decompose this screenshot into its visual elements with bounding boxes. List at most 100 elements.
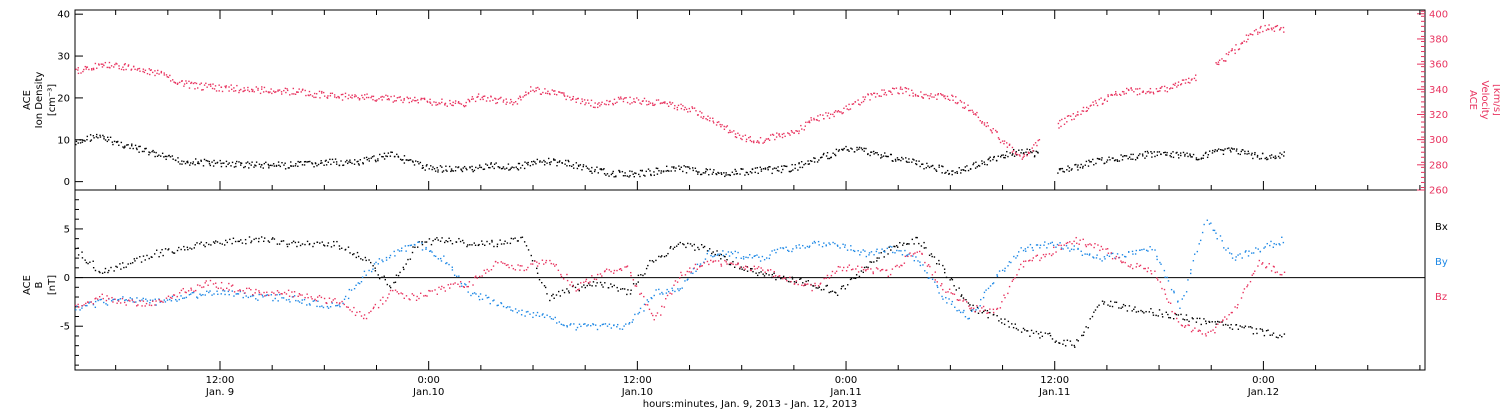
top-series-point xyxy=(709,117,711,119)
top-series-point xyxy=(469,166,471,168)
bottom-series-point xyxy=(428,250,431,253)
bottom-series-point xyxy=(1121,306,1124,308)
top-series-point xyxy=(197,162,199,165)
bottom-series-point xyxy=(817,240,820,243)
top-series-point xyxy=(108,139,110,141)
top-series-point xyxy=(213,159,215,162)
bottom-series-point xyxy=(910,255,912,257)
top-series-point xyxy=(115,62,117,65)
bottom-series-point xyxy=(865,266,868,268)
bottom-series-point xyxy=(142,255,145,257)
top-series-point xyxy=(374,99,376,102)
x-tick-sublabel: Jan.10 xyxy=(412,387,444,398)
bottom-series-point xyxy=(1196,317,1198,320)
top-series-point xyxy=(560,92,562,94)
bottom-series-point xyxy=(272,299,274,302)
bottom-series-point xyxy=(153,253,156,255)
bottom-series-point xyxy=(599,273,602,275)
bottom-series-point xyxy=(896,264,898,267)
bottom-series-point xyxy=(1274,271,1277,274)
bottom-series-point xyxy=(632,319,634,321)
bottom-series-point xyxy=(151,256,153,259)
bottom-series-point xyxy=(608,323,611,325)
top-series-point xyxy=(912,95,914,97)
bottom-series-point xyxy=(217,293,219,295)
bottom-series-point xyxy=(691,245,693,247)
top-series-point xyxy=(989,129,992,131)
bottom-series-point xyxy=(886,247,889,250)
bottom-series-point xyxy=(595,278,598,281)
top-series-point xyxy=(938,164,940,166)
top-series-point xyxy=(1071,168,1073,170)
bottom-series-point xyxy=(1052,244,1055,247)
bottom-series-point xyxy=(113,298,115,300)
bottom-series-point xyxy=(941,283,943,285)
bottom-series-point xyxy=(696,268,699,270)
top-series-point xyxy=(334,158,337,160)
top-series-point xyxy=(599,105,601,107)
top-series-point xyxy=(915,160,918,162)
bottom-series-point xyxy=(98,270,100,273)
bottom-series-point xyxy=(617,323,619,326)
bottom-series-point xyxy=(505,306,508,309)
top-series-point xyxy=(1116,94,1118,96)
bottom-series-point xyxy=(929,265,931,268)
bottom-series-point xyxy=(594,324,597,326)
top-series-point xyxy=(629,170,631,172)
top-series-point xyxy=(176,83,179,85)
top-series-point xyxy=(784,135,786,138)
top-series-point xyxy=(280,91,283,93)
top-series-point xyxy=(169,80,172,82)
density-tick-label: 30 xyxy=(57,52,70,63)
top-series-point xyxy=(233,90,235,92)
top-series-point xyxy=(359,97,361,100)
top-series-point xyxy=(509,168,511,171)
bottom-series-point xyxy=(136,305,138,307)
bottom-series-point xyxy=(791,276,793,279)
bottom-series-point xyxy=(194,244,196,246)
bottom-series-point xyxy=(712,251,714,253)
top-series-point xyxy=(1014,153,1017,155)
top-series-point xyxy=(776,169,779,172)
bottom-series-point xyxy=(942,298,944,300)
top-series-point xyxy=(158,154,160,156)
bottom-series-point xyxy=(525,245,528,247)
top-series-point xyxy=(977,116,980,119)
bottom-series-point xyxy=(1107,252,1110,254)
bottom-series-point xyxy=(980,298,982,301)
top-series-point xyxy=(622,100,625,103)
top-series-point xyxy=(742,168,744,170)
top-series-point xyxy=(977,164,980,167)
bottom-series-point xyxy=(979,305,981,307)
top-series-point xyxy=(327,95,329,97)
top-series-point xyxy=(804,162,807,165)
bottom-series-point xyxy=(415,299,418,302)
bottom-series-point xyxy=(1007,320,1010,323)
bottom-series-point xyxy=(230,285,233,287)
bottom-series-point xyxy=(739,266,741,269)
top-series-point xyxy=(373,155,375,157)
top-series-point xyxy=(919,165,921,168)
top-series-point xyxy=(886,155,888,158)
bottom-series-point xyxy=(85,261,88,264)
bottom-series-point xyxy=(702,246,705,249)
top-series-point xyxy=(523,167,526,170)
top-series-point xyxy=(549,93,551,96)
top-series-point xyxy=(655,167,658,169)
bottom-series-point xyxy=(601,323,604,326)
top-series-point xyxy=(1249,33,1251,35)
top-series-point xyxy=(84,65,87,68)
x-tick-sublabel: Jan.11 xyxy=(1038,387,1070,398)
bottom-series-point xyxy=(115,265,117,268)
bottom-series-point xyxy=(293,295,296,297)
bottom-series-point xyxy=(204,294,206,296)
top-series-point xyxy=(1132,153,1134,156)
top-series-point xyxy=(103,138,105,140)
top-series-point xyxy=(322,91,325,94)
bottom-series-point xyxy=(857,250,859,252)
top-series-point xyxy=(575,98,577,100)
bottom-series-point xyxy=(927,277,930,279)
top-series-point xyxy=(1107,94,1109,96)
bottom-series-point xyxy=(1060,248,1062,251)
top-series-point xyxy=(122,69,125,71)
